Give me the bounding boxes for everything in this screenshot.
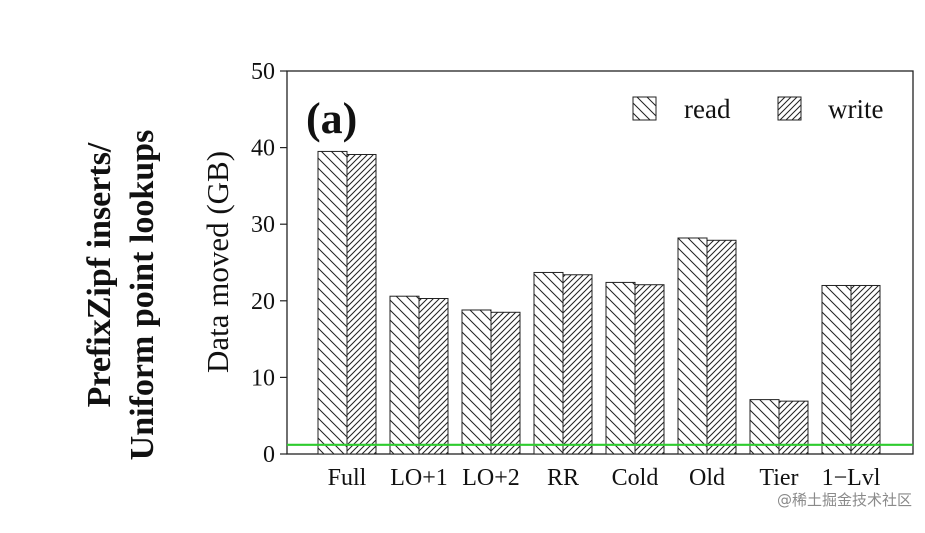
y-axis-ticks: 0 10 20 30 40 50 <box>251 59 287 468</box>
bar-read-7 <box>821 284 852 455</box>
bar-read-1 <box>389 295 420 455</box>
watermark-text: @稀土掘金技术社区 <box>777 491 912 509</box>
x-tick-label: Full <box>328 465 367 491</box>
bar-read-2 <box>461 309 492 455</box>
y-tick-label: 30 <box>251 212 275 238</box>
x-tick-label: LO+2 <box>462 465 520 491</box>
bar-write-7 <box>850 284 881 455</box>
bar-write-1 <box>418 298 449 455</box>
x-axis-ticks: Full LO+1 LO+2 RR Cold Old Tier 1−Lvl <box>328 465 881 491</box>
bar-read-5 <box>677 237 708 455</box>
bar-write-6 <box>778 400 809 455</box>
x-tick-label: 1−Lvl <box>822 465 881 491</box>
y-tick-label: 20 <box>251 289 275 315</box>
bar-write-5 <box>706 239 737 455</box>
legend: read write <box>632 94 883 124</box>
bar-write-4 <box>634 284 665 455</box>
y-tick-label: 0 <box>263 442 275 468</box>
legend-swatch-read <box>632 96 657 121</box>
x-tick-label: LO+1 <box>390 465 448 491</box>
bar-write-3 <box>562 274 593 455</box>
bar-read-4 <box>605 281 636 455</box>
panel-label: (a) <box>306 94 357 143</box>
y-tick-label: 40 <box>251 136 275 162</box>
legend-swatch-write <box>777 96 802 121</box>
bars <box>317 150 881 455</box>
legend-label-read: read <box>684 94 731 124</box>
plot-frame <box>286 70 914 455</box>
legend-label-write: write <box>828 94 883 124</box>
x-tick-label: Old <box>689 465 725 491</box>
x-tick-label: Cold <box>612 465 659 491</box>
bar-read-3 <box>533 271 564 455</box>
y-axis-label: Data moved (GB) <box>200 151 235 373</box>
x-tick-label: Tier <box>759 465 798 491</box>
bar-read-0 <box>317 150 348 455</box>
bar-write-2 <box>490 311 521 455</box>
y-tick-label: 50 <box>251 59 275 85</box>
x-tick-label: RR <box>547 465 579 491</box>
row-title-line2: Uniform point lookups <box>124 130 161 461</box>
bar-write-0 <box>346 153 377 455</box>
row-title-line1: PrefixZipf inserts/ <box>81 142 118 407</box>
y-tick-label: 10 <box>251 365 275 391</box>
